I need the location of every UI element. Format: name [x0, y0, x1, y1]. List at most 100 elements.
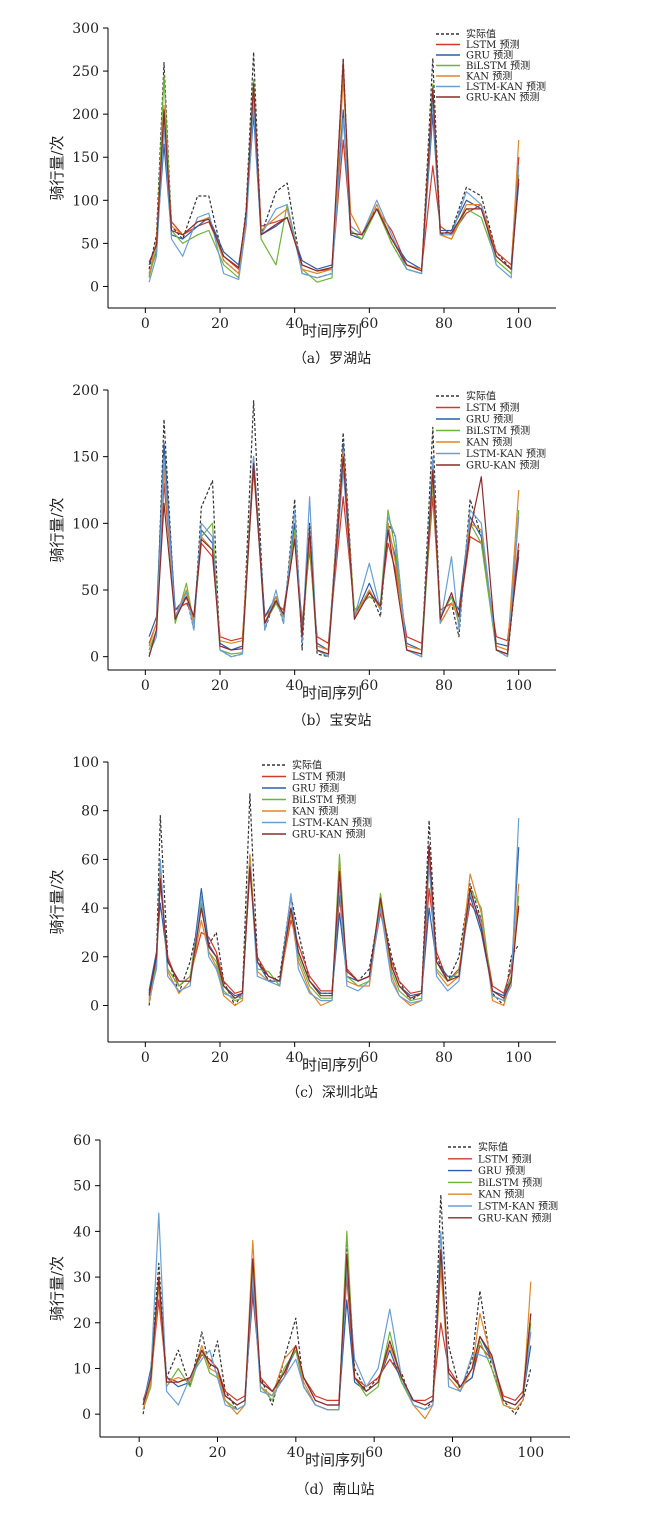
y-tick-label: 0 — [82, 1407, 91, 1423]
x-axis-title: 时间序列 — [305, 1451, 365, 1469]
legend-label: LSTM 预测 — [466, 38, 520, 51]
legend-label: LSTM 预测 — [292, 770, 346, 783]
legend-label: BiLSTM 预测 — [478, 1176, 542, 1189]
series-line-4 — [148, 853, 520, 1007]
x-tick-label: 60 — [360, 678, 378, 694]
series-line-4 — [142, 1239, 532, 1420]
legend-label: KAN 预测 — [292, 805, 338, 818]
legend-label: LSTM-KAN 预测 — [466, 447, 546, 460]
legend-label: GRU-KAN 预测 — [466, 91, 539, 104]
series-line-0 — [142, 1194, 532, 1415]
legend-label: BiLSTM 预测 — [292, 793, 356, 806]
series-line-0 — [148, 400, 520, 658]
y-tick-label: 60 — [73, 1133, 91, 1149]
legend-label: LSTM 预测 — [466, 401, 520, 414]
x-tick-label: 20 — [211, 316, 229, 332]
series-line-6 — [148, 844, 520, 999]
series-line-2 — [148, 109, 520, 270]
series-line-2 — [142, 1253, 532, 1406]
legend-label: LSTM-KAN 预测 — [478, 1200, 558, 1213]
y-axis-title: 骑行量/次 — [48, 1256, 66, 1321]
legend-label: LSTM-KAN 预测 — [466, 80, 546, 93]
legend-label: BiLSTM 预测 — [466, 59, 530, 72]
legend-label: 实际值 — [466, 28, 496, 41]
x-tick-label: 60 — [365, 1445, 383, 1461]
series-line-5 — [148, 456, 520, 658]
chart-nanshan: 0 10 20 30 40 50 60 0 20 40 60 80 100 时间序列 骑行量/次 （d）南山站… — [48, 1133, 570, 1498]
legend-label: 实际值 — [292, 759, 322, 772]
series-line-6 — [148, 456, 520, 657]
y-tick-label: 0 — [90, 279, 99, 295]
y-tick-label: 50 — [81, 583, 99, 599]
figure-caption: （d）南山站 — [296, 1482, 375, 1498]
legend-label: KAN 预测 — [466, 436, 512, 449]
y-tick-label: 200 — [72, 107, 99, 123]
y-tick-label: 50 — [73, 1179, 91, 1195]
y-tick-label: 150 — [72, 450, 99, 466]
legend-label: LSTM 预测 — [478, 1152, 532, 1165]
x-tick-label: 20 — [211, 678, 229, 694]
x-tick-label: 80 — [435, 316, 453, 332]
series-line-3 — [142, 1230, 532, 1411]
x-tick-label: 0 — [141, 1050, 150, 1066]
y-tick-label: 40 — [73, 1224, 91, 1240]
x-tick-label: 100 — [505, 678, 532, 694]
chart-baoan: 0 50 100 150 200 0 20 40 60 80 100 时间序列 骑行量/次 （b）宝安站 实… — [48, 383, 556, 729]
x-tick-label: 0 — [141, 316, 150, 332]
y-tick-label: 50 — [81, 236, 99, 252]
y-tick-label: 100 — [72, 193, 99, 209]
x-tick-label: 100 — [505, 1050, 532, 1066]
x-axis-title: 时间序列 — [302, 1056, 362, 1074]
x-tick-label: 80 — [444, 1445, 462, 1461]
series-line-3 — [148, 456, 520, 658]
y-axis-title: 骑行量/次 — [48, 135, 66, 200]
figure-caption: （b）宝安站 — [293, 713, 372, 729]
y-tick-label: 100 — [72, 516, 99, 532]
x-tick-label: 20 — [211, 1050, 229, 1066]
legend-label: LSTM-KAN 预测 — [292, 816, 372, 829]
x-tick-label: 100 — [517, 1445, 544, 1461]
series-line-6 — [142, 1249, 532, 1406]
y-tick-label: 100 — [72, 755, 99, 771]
legend-label: GRU 预测 — [466, 413, 513, 426]
x-axis-title: 时间序列 — [302, 684, 362, 702]
chart-shenzhen-north: 0 20 40 60 80 100 0 20 40 60 80 100 时间序列 骑行量/次 （c）深圳北站… — [48, 755, 556, 1101]
y-axis-title: 骑行量/次 — [48, 869, 66, 934]
figure-caption: （c）深圳北站 — [286, 1085, 378, 1101]
y-tick-label: 40 — [81, 901, 99, 917]
x-axis-title: 时间序列 — [302, 322, 362, 340]
legend-label: GRU 预测 — [478, 1164, 525, 1177]
y-tick-label: 300 — [72, 21, 99, 37]
x-tick-label: 0 — [135, 1445, 144, 1461]
chart-luohu: 0 50 100 150 200 250 300 0 20 40 60 80 100 时间序列 骑行量/次 （… — [48, 21, 556, 367]
series-line-5 — [148, 100, 520, 283]
legend-label: GRU 预测 — [292, 782, 339, 795]
series-line-5 — [142, 1212, 532, 1411]
legend-label: GRU-KAN 预测 — [466, 459, 539, 472]
series-line-1 — [142, 1276, 532, 1401]
legend-label: BiLSTM 预测 — [466, 424, 530, 437]
x-tick-label: 20 — [209, 1445, 227, 1461]
x-tick-label: 60 — [360, 316, 378, 332]
y-tick-label: 30 — [73, 1270, 91, 1286]
legend-label: GRU-KAN 预测 — [292, 828, 365, 841]
legend-label: KAN 预测 — [466, 70, 512, 83]
y-tick-label: 0 — [90, 650, 99, 666]
x-tick-label: 60 — [360, 1050, 378, 1066]
x-tick-label: 80 — [435, 678, 453, 694]
series-line-1 — [148, 469, 520, 644]
y-tick-label: 0 — [90, 998, 99, 1014]
y-tick-label: 250 — [72, 64, 99, 80]
y-tick-label: 10 — [73, 1361, 91, 1377]
x-tick-label: 80 — [435, 1050, 453, 1066]
figure-caption: （a）罗湖站 — [293, 351, 371, 367]
legend-label: 实际值 — [466, 390, 496, 403]
legend-label: KAN 预测 — [478, 1188, 524, 1201]
y-axis-title: 骑行量/次 — [48, 497, 66, 562]
x-tick-label: 100 — [505, 316, 532, 332]
legend-label: GRU-KAN 预测 — [478, 1211, 551, 1224]
y-tick-label: 80 — [81, 804, 99, 820]
y-tick-label: 200 — [72, 383, 99, 399]
x-tick-label: 40 — [286, 1050, 304, 1066]
